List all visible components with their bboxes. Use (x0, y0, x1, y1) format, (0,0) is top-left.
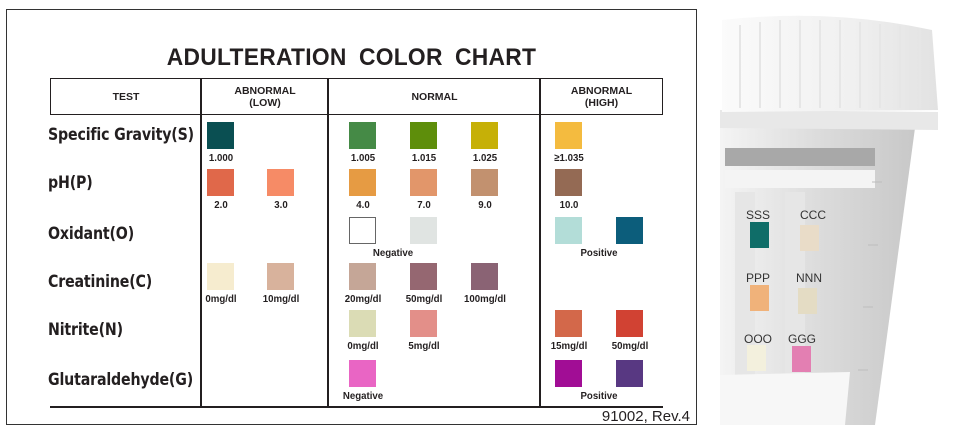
bottom-rule (50, 406, 663, 408)
swatch-label: 20mg/dl (344, 293, 382, 305)
color-swatch (555, 169, 582, 196)
swatch-label: ≥1.035 (554, 152, 584, 164)
test-name: pH(P) (48, 173, 93, 192)
group-label: Negative (342, 390, 383, 402)
swatch-label: 100mg/dl (464, 293, 506, 305)
color-swatch (616, 217, 643, 244)
reagent-pad (798, 288, 817, 314)
cup-lid (722, 15, 938, 112)
divider (327, 78, 329, 406)
color-swatch (207, 122, 234, 149)
color-swatch (207, 263, 234, 290)
swatch-label: 2.0 (214, 199, 228, 211)
swatch-label: 9.0 (478, 199, 492, 211)
color-swatch (555, 310, 582, 337)
color-swatch (471, 122, 498, 149)
divider (200, 78, 202, 406)
swatch-label: 5mg/dl (408, 340, 440, 352)
strip-label: GGG (788, 332, 817, 346)
color-swatch (410, 122, 437, 149)
color-swatch (349, 122, 376, 149)
test-cup-photo: SSS CCC PPP NNN OOO GGG (700, 0, 958, 433)
reagent-pad (750, 285, 769, 311)
header-abnormal-low: ABNORMAL (LOW) (234, 84, 296, 109)
swatch-label: 15mg/dl (550, 340, 588, 352)
color-swatch (555, 217, 582, 244)
test-name: Nitrite(N) (48, 320, 123, 339)
swatch-label: 50mg/dl (405, 293, 443, 305)
color-swatch (349, 360, 376, 387)
header-test: TEST (112, 90, 140, 103)
cup-illustration (720, 15, 938, 425)
swatch-label: 10.0 (559, 199, 579, 211)
color-swatch (471, 263, 498, 290)
group-label: Positive (580, 247, 618, 259)
strip-label: CCC (800, 208, 826, 222)
color-swatch (267, 263, 294, 290)
color-swatch (349, 169, 376, 196)
strip-label: PPP (746, 271, 771, 285)
swatch-label: 3.0 (274, 199, 288, 211)
header-row: TEST ABNORMAL (LOW) NORMAL ABNORMAL (HIG… (50, 78, 663, 115)
document-code: 91002, Rev.4 (601, 408, 690, 425)
color-swatch (267, 169, 294, 196)
swatch-label: 1.025 (472, 152, 498, 164)
group-label: Positive (580, 390, 618, 402)
strip-label: SSS (746, 208, 771, 222)
color-swatch (555, 122, 582, 149)
cup-body (720, 120, 915, 425)
color-swatch (616, 310, 643, 337)
reagent-pad (792, 346, 811, 372)
test-name: Oxidant(O) (48, 224, 135, 243)
strip-label: NNN (796, 271, 822, 285)
swatch-label: 1.000 (208, 152, 234, 164)
color-swatch (207, 169, 234, 196)
test-name: Specific Gravity(S) (48, 125, 194, 144)
header-abnormal-high: ABNORMAL (HIGH) (570, 84, 633, 109)
chart-title: ADULTERATION COLOR CHART (166, 44, 537, 71)
adulteration-color-chart: ADULTERATION COLOR CHART TEST ABNORMAL (… (6, 9, 697, 425)
reagent-pad (747, 345, 766, 371)
strip-label: OOO (744, 332, 773, 346)
swatch-label: 1.015 (411, 152, 437, 164)
swatch-label: 0mg/dl (205, 293, 237, 305)
color-swatch (410, 310, 437, 337)
cup-label (720, 372, 850, 425)
swatch-label: 50mg/dl (611, 340, 649, 352)
color-swatch (410, 217, 437, 244)
color-swatch (410, 263, 437, 290)
swatch-label: 10mg/dl (262, 293, 300, 305)
cup-band (725, 148, 875, 166)
color-swatch (555, 360, 582, 387)
color-swatch (349, 263, 376, 290)
group-label: Negative (372, 247, 414, 259)
swatch-label: 7.0 (417, 199, 431, 211)
divider (539, 78, 541, 406)
color-swatch (616, 360, 643, 387)
test-name: Creatinine(C) (48, 272, 153, 291)
swatch-label: 1.005 (350, 152, 376, 164)
swatch-label: 0mg/dl (347, 340, 379, 352)
reagent-pad (750, 222, 769, 248)
header-normal: NORMAL (411, 90, 458, 103)
swatch-label: 4.0 (356, 199, 370, 211)
reagent-pad (800, 225, 819, 251)
test-name: Glutaraldehyde(G) (48, 370, 194, 389)
color-swatch (410, 169, 437, 196)
color-swatch (471, 169, 498, 196)
color-swatch (349, 310, 376, 337)
color-swatch (349, 217, 376, 244)
